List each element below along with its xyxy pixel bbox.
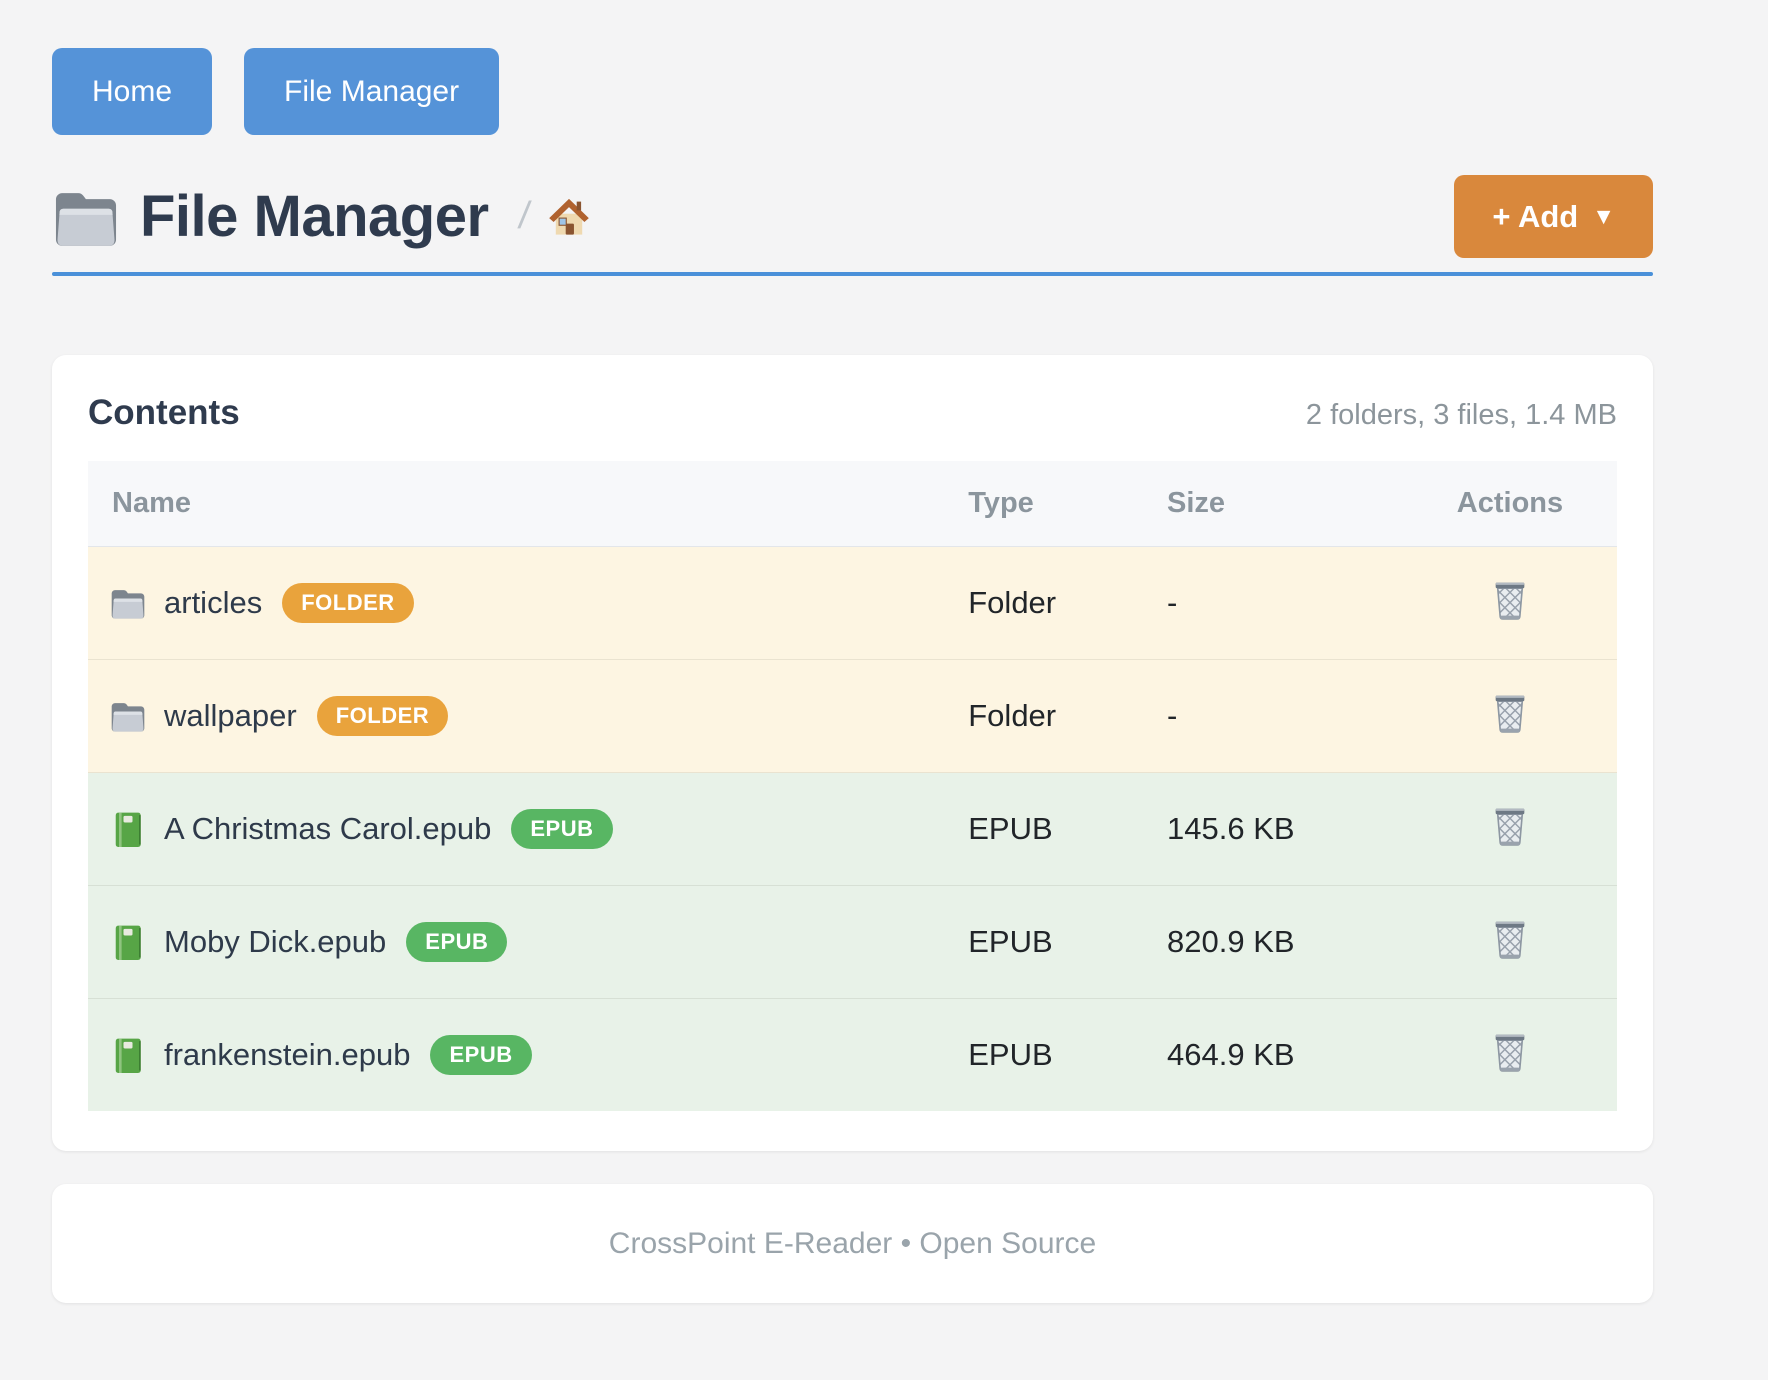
table-row: Moby Dick.epub EPUB EPUB 820.9 KB <box>88 885 1617 999</box>
footer-text: CrossPoint E-Reader • Open Source <box>608 1226 1097 1260</box>
footer-card: CrossPoint E-Reader • Open Source <box>52 1184 1653 1303</box>
trash-icon <box>1491 1030 1529 1073</box>
cell-type: Folder <box>968 698 1057 733</box>
book-icon <box>110 1037 146 1073</box>
column-header-type: Type <box>944 461 1144 547</box>
delete-button[interactable] <box>1491 917 1529 960</box>
folder-icon <box>110 698 146 734</box>
type-badge: FOLDER <box>316 696 449 736</box>
contents-card-header: Contents 2 folders, 3 files, 1.4 MB <box>88 393 1617 433</box>
files-table-body: articles FOLDER Folder - wallpaper FOLDE… <box>88 546 1617 1111</box>
breadcrumb: / <box>515 195 592 239</box>
nav-file-manager-button[interactable]: File Manager <box>244 48 500 135</box>
page-title: File Manager <box>140 184 489 249</box>
trash-icon <box>1491 691 1529 734</box>
table-row: A Christmas Carol.epub EPUB EPUB 145.6 K… <box>88 772 1617 886</box>
house-icon <box>547 195 591 239</box>
cell-size: - <box>1167 698 1178 733</box>
table-header-row: Name Type Size Actions <box>88 461 1617 547</box>
add-button-label: + Add <box>1492 198 1579 234</box>
book-icon <box>110 811 146 847</box>
page-header: File Manager / + Add ▼ <box>52 175 1653 258</box>
cell-size: - <box>1167 585 1178 620</box>
breadcrumb-separator: / <box>515 195 533 237</box>
nav-home-button[interactable]: Home <box>52 48 213 135</box>
delete-button[interactable] <box>1491 804 1529 847</box>
book-icon <box>110 924 146 960</box>
delete-button[interactable] <box>1491 691 1529 734</box>
delete-button[interactable] <box>1491 578 1529 621</box>
cell-size: 820.9 KB <box>1167 924 1295 959</box>
delete-button[interactable] <box>1491 1030 1529 1073</box>
page-container: Home File Manager File Manager / + Add ▼… <box>52 0 1653 1303</box>
cell-type: EPUB <box>968 811 1053 846</box>
table-row: frankenstein.epub EPUB EPUB 464.9 KB <box>88 998 1617 1111</box>
trash-icon <box>1491 578 1529 621</box>
type-badge: FOLDER <box>282 583 414 623</box>
table-row: wallpaper FOLDER Folder - <box>88 659 1617 773</box>
breadcrumb-home-link[interactable] <box>547 195 591 239</box>
trash-icon <box>1491 804 1529 847</box>
folder-icon <box>52 188 120 246</box>
cell-type: EPUB <box>968 924 1053 959</box>
item-name-link[interactable]: A Christmas Carol.epub <box>164 811 492 846</box>
cell-type: EPUB <box>968 1037 1053 1072</box>
column-header-name: Name <box>88 461 945 547</box>
contents-heading: Contents <box>88 393 240 432</box>
type-badge: EPUB <box>406 922 508 962</box>
trash-icon <box>1491 917 1529 960</box>
item-name-link[interactable]: articles <box>164 585 263 620</box>
accent-divider <box>52 272 1653 276</box>
column-header-actions: Actions <box>1402 461 1617 547</box>
cell-type: Folder <box>968 585 1057 620</box>
item-name-link[interactable]: wallpaper <box>164 698 297 733</box>
item-name-link[interactable]: frankenstein.epub <box>164 1037 411 1072</box>
title-group: File Manager / <box>52 183 591 250</box>
folder-icon <box>110 585 146 621</box>
cell-size: 464.9 KB <box>1167 1037 1295 1072</box>
add-button[interactable]: + Add ▼ <box>1454 175 1653 258</box>
files-table: Name Type Size Actions articles FOLDER F… <box>88 461 1617 1111</box>
type-badge: EPUB <box>430 1035 532 1075</box>
cell-size: 145.6 KB <box>1167 811 1295 846</box>
contents-card: Contents 2 folders, 3 files, 1.4 MB Name… <box>52 355 1653 1151</box>
type-badge: EPUB <box>511 809 613 849</box>
caret-down-icon: ▼ <box>1592 203 1615 229</box>
table-row: articles FOLDER Folder - <box>88 546 1617 660</box>
column-header-size: Size <box>1143 461 1403 547</box>
contents-summary: 2 folders, 3 files, 1.4 MB <box>1305 399 1617 431</box>
top-nav: Home File Manager <box>52 0 1653 135</box>
item-name-link[interactable]: Moby Dick.epub <box>164 924 387 959</box>
